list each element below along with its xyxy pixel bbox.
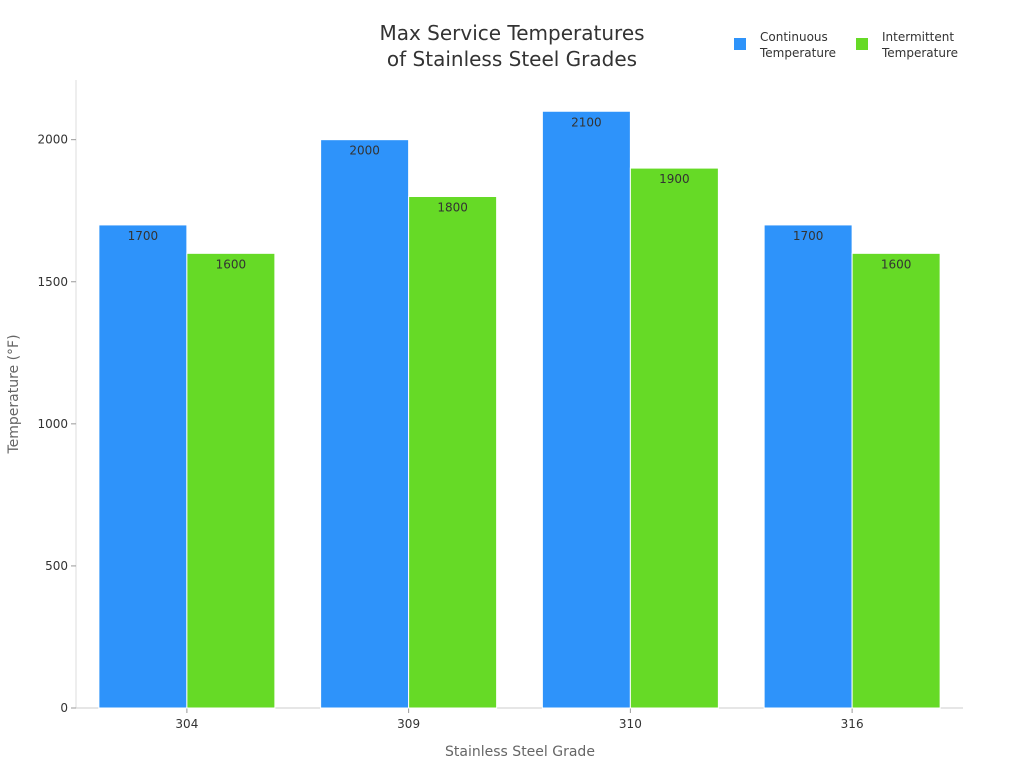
data-label: 2100 (571, 115, 602, 129)
y-tick-label: 1000 (37, 417, 68, 431)
bar-continuous-temperature (541, 110, 631, 709)
x-tick-label: 309 (397, 717, 420, 731)
x-tick-label: 304 (175, 717, 198, 731)
legend-label: Temperature (759, 46, 836, 60)
x-tick-label: 316 (841, 717, 864, 731)
x-axis-label: Stainless Steel Grade (445, 744, 595, 760)
y-tick-label: 2000 (37, 133, 68, 147)
y-tick-label: 1500 (37, 275, 68, 289)
bar-intermittent-temperature (408, 196, 498, 709)
legend-label: Temperature (881, 46, 958, 60)
bar-intermittent-temperature (851, 252, 941, 709)
legend: Continuous Temperature Intermittent Tempera… (734, 30, 958, 60)
legend-swatch (734, 38, 746, 50)
data-label: 1600 (216, 257, 247, 271)
data-label: 2000 (349, 144, 380, 158)
data-label: 1700 (793, 229, 824, 243)
bar-intermittent-temperature (186, 252, 276, 709)
data-label: 1800 (437, 201, 468, 215)
y-axis-label: Temperature (°F) (6, 334, 22, 454)
y-tick-label: 500 (45, 559, 68, 573)
y-tick-label: 0 (60, 701, 68, 715)
legend-swatch (856, 38, 868, 50)
bar-intermittent-temperature (629, 167, 719, 709)
chart-title-line-1: Max Service Temperatures (379, 21, 644, 45)
plot-area: 0 500 1000 1500 2000 304 1700 1600 309 2000 1800 31… (37, 80, 963, 731)
legend-label: Continuous (760, 30, 828, 44)
data-label: 1600 (881, 257, 912, 271)
data-label: 1700 (128, 229, 159, 243)
bar-continuous-temperature (320, 139, 410, 709)
data-label: 1900 (659, 172, 690, 186)
x-tick-label: 310 (619, 717, 642, 731)
legend-label: Intermittent (882, 30, 954, 44)
chart-title-line-2: of Stainless Steel Grades (387, 47, 637, 71)
bar-continuous-temperature (98, 224, 188, 709)
bar-continuous-temperature (763, 224, 853, 709)
